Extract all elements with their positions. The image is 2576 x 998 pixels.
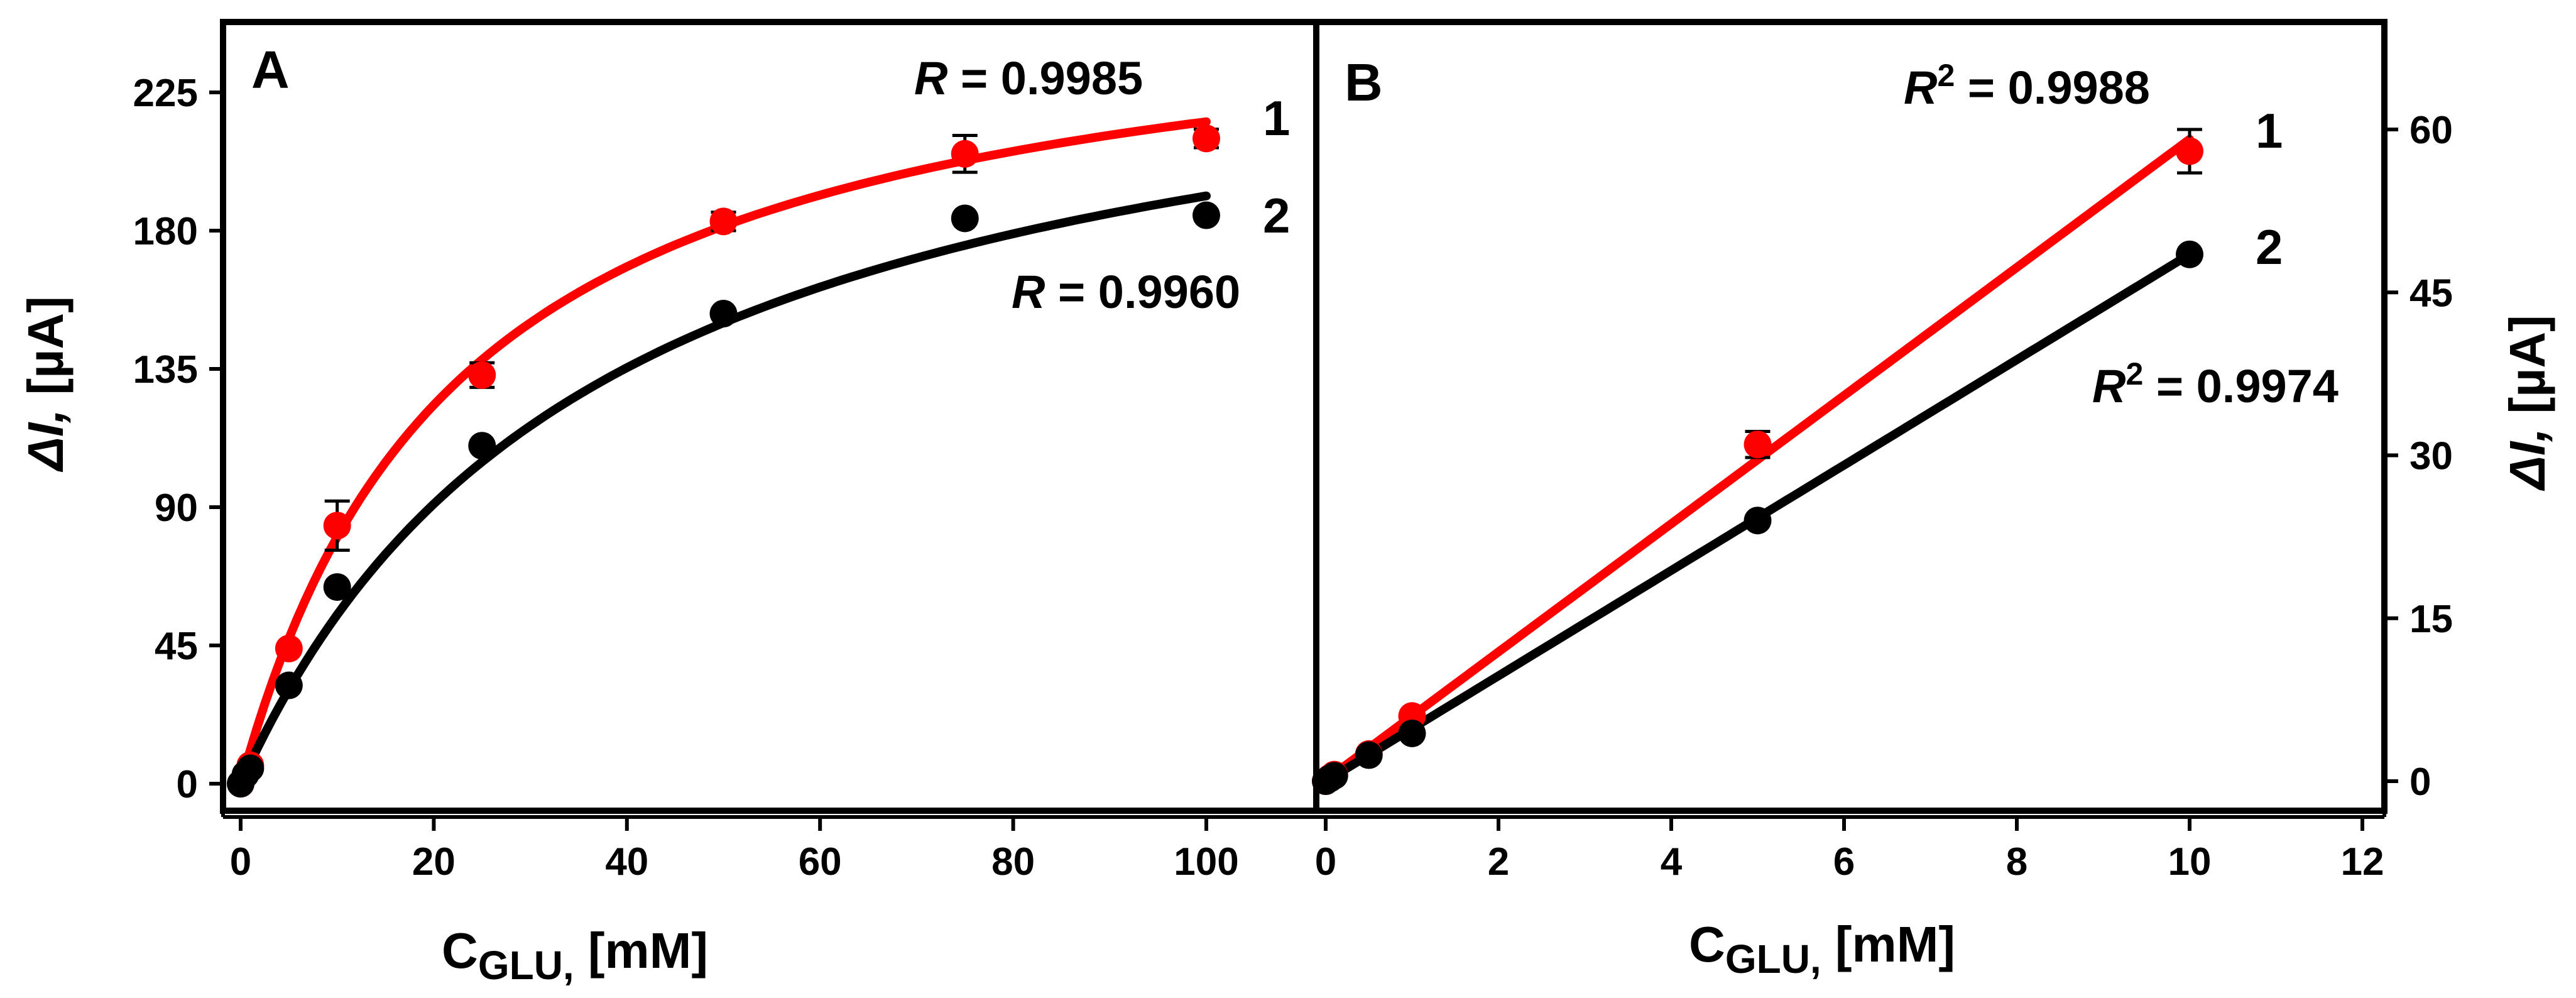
panel-a-x-tick-label: 80 — [991, 840, 1035, 884]
panel-a-x-tick-label: 100 — [1174, 840, 1238, 884]
panel-b-series-2-point — [1320, 762, 1348, 790]
panel-b-x-tick-label: 6 — [1833, 840, 1855, 884]
panel-a-series-2-point — [275, 671, 303, 699]
panel-a-y-tick-label: 225 — [133, 72, 198, 115]
panel-a-series-1-label: 1 — [1263, 90, 1290, 146]
panel-b-x-axis-title: CGLU, [mM] — [1689, 916, 1955, 982]
panel-a-series-1-r-value: R = 0.9985 — [914, 52, 1143, 104]
panel-a-series-2-point — [1192, 201, 1220, 229]
panel-b-y-tick-label: 45 — [2410, 271, 2453, 315]
panel-a-y-tick-label: 0 — [177, 763, 198, 806]
panel-b-x-tick-label: 8 — [2006, 840, 2028, 884]
panel-a-series-2-point — [951, 204, 979, 233]
panel-a-series-2-point — [468, 432, 496, 460]
panel-a-frame — [220, 19, 1319, 814]
panel-b-y-tick-label: 60 — [2410, 109, 2453, 152]
panel-b-series-1-point — [1744, 430, 1772, 459]
panel-a-series-1-point — [275, 634, 303, 662]
panel-b-y-tick-label: 30 — [2410, 435, 2453, 478]
panel-b-x-tick-label: 4 — [1661, 840, 1683, 884]
panel-a-x-axis-title: CGLU, [mM] — [442, 923, 708, 988]
panel-a-y-tick-label: 180 — [133, 210, 198, 253]
panel-b-x-tick-label: 10 — [2168, 840, 2212, 884]
panel-a-series-2-label: 2 — [1263, 188, 1290, 243]
panel-b-x-tick-label: 0 — [1315, 840, 1336, 884]
panel-b-series-1-fit-line — [1321, 134, 2194, 785]
panel-b-y-tick-label: 15 — [2410, 598, 2453, 641]
panel-b-y-tick-label: 0 — [2410, 760, 2431, 804]
panel-a-series-2-r-value: R = 0.9960 — [1012, 266, 1240, 318]
panel-b-y-axis-title: ΔI, [µA] — [2499, 315, 2555, 491]
panel-b-label: B — [1345, 53, 1383, 112]
panel-a-series-1-point — [468, 361, 496, 389]
panel-a-y-tick-label: 90 — [155, 486, 198, 530]
panel-a-x-tick-label: 40 — [605, 840, 648, 884]
panel-a-series-2-point — [709, 300, 738, 327]
panel-b-x-tick-label: 2 — [1488, 840, 1509, 884]
panel-a-x-tick-label: 0 — [230, 840, 251, 884]
panel-a-x-tick-label: 60 — [799, 840, 842, 884]
panel-b-series-2-point — [1398, 719, 1426, 747]
panel-a-x-tick-label: 20 — [412, 840, 456, 884]
panel-a-series-1-point — [709, 207, 738, 236]
panel-a-series-1-point — [323, 512, 351, 540]
panel-b-series-2-point — [1744, 507, 1772, 535]
panel-a-label: A — [251, 40, 290, 99]
panel-a-series-1-point — [951, 140, 979, 168]
panel-a-y-axis-title: ΔI, [µA] — [18, 296, 74, 473]
panel-b-series-1-label: 1 — [2256, 103, 2283, 158]
panel-b-series-2-point — [2176, 240, 2203, 268]
panel-a-series-2-point — [236, 754, 265, 782]
panel-b-series-1-r2-value: R2 = 0.9988 — [1904, 58, 2150, 114]
panel-b-series-2-point — [1355, 741, 1383, 769]
panel-b-series-1-point — [2176, 137, 2203, 165]
panel-a-y-tick-label: 45 — [155, 625, 198, 668]
panel-a-y-tick-label: 135 — [133, 348, 198, 392]
panel-b-series-2-label: 2 — [2256, 219, 2283, 275]
panel-a-series-1-point — [1192, 124, 1220, 153]
panel-b-x-tick-label: 12 — [2341, 840, 2384, 884]
panel-a-series-2-point — [323, 573, 351, 601]
panel-b-series-2-r2-value: R2 = 0.9974 — [2092, 356, 2339, 412]
